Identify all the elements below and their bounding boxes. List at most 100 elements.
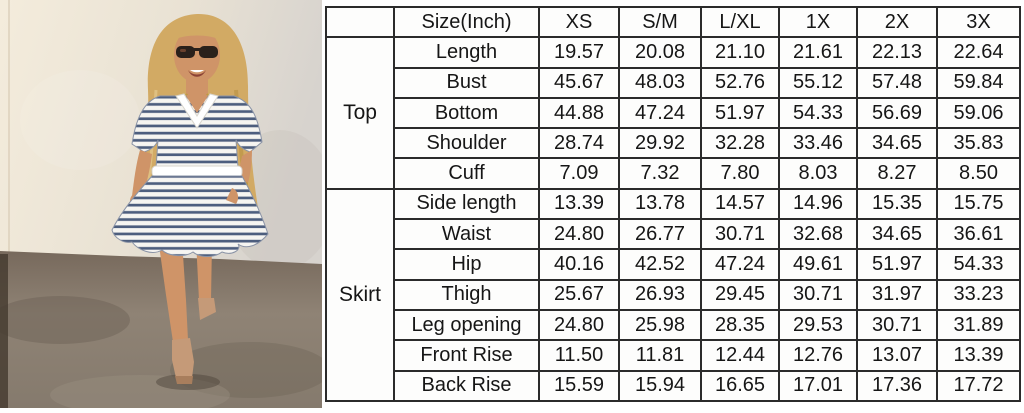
measurement-value: 33.46: [778, 127, 858, 160]
measurement-value: 49.61: [778, 248, 858, 281]
measurement-value: 7.09: [538, 157, 620, 190]
measurement-value: 15.59: [538, 369, 620, 403]
column-header: 1X: [778, 5, 858, 39]
measurement-value: 11.81: [618, 339, 702, 372]
sandal-platform: [175, 376, 193, 384]
measurement-name: Bottom: [393, 96, 540, 130]
measurement-value: 29.53: [778, 308, 858, 342]
measurement-value: 17.72: [936, 369, 1021, 403]
measurement-value: 21.10: [700, 36, 780, 69]
measurement-value: 22.13: [856, 36, 938, 69]
section-label: Skirt: [325, 187, 395, 403]
concrete-floor: [0, 251, 322, 408]
measurement-value: 56.69: [856, 96, 938, 130]
table-row: Hip 40.16 42.52 47.24 49.61 51.97 54.33: [326, 248, 1021, 281]
measurement-value: 52.76: [700, 66, 780, 99]
measurement-value: 59.84: [936, 66, 1021, 99]
measurement-value: 28.35: [700, 308, 780, 342]
measurement-value: 36.61: [936, 218, 1021, 251]
measurement-value: 14.57: [700, 187, 780, 221]
table-row: Shoulder 28.74 29.92 32.28 33.46 34.65 35.83: [326, 127, 1021, 160]
size-chart-table: Size(Inch) XS S/M L/XL 1X 2X 3X Top Length 19.57 2…: [325, 5, 1021, 403]
measurement-value: 24.80: [538, 308, 620, 342]
neck: [186, 78, 208, 98]
measurement-value: 8.50: [936, 157, 1021, 190]
section-label: Top: [325, 36, 395, 190]
measurement-value: 32.28: [700, 127, 780, 160]
floor-mottling: [0, 296, 130, 344]
column-header: S/M: [618, 5, 702, 39]
sunglasses: [176, 46, 218, 58]
measurement-value: 22.64: [936, 36, 1021, 69]
table-row: Top Length 19.57 20.08 21.10 21.61 22.13 22.64: [325, 36, 1021, 190]
size-chart: Size(Inch) XS S/M L/XL 1X 2X 3X Top Length 19.57 2…: [325, 5, 1021, 403]
measurement-value: 40.16: [538, 248, 620, 281]
measurement-value: 16.65: [700, 369, 780, 403]
measurement-value: 15.94: [618, 369, 702, 403]
measurement-value: 30.71: [856, 308, 938, 342]
measurement-value: 21.61: [778, 36, 858, 69]
measurement-value: 47.24: [618, 96, 702, 130]
measurement-value: 25.67: [538, 278, 620, 311]
column-header: 3X: [936, 5, 1021, 39]
measurement-value: 54.33: [778, 96, 858, 130]
measurement-value: 31.97: [856, 278, 938, 311]
measurement-value: 32.68: [778, 218, 858, 251]
measurement-value: 7.80: [700, 157, 780, 190]
photo-illustration: [0, 0, 335, 413]
front-sandal: [172, 338, 194, 378]
measurement-value: 15.75: [936, 187, 1021, 221]
model: [111, 13, 269, 384]
measurement-value: 51.97: [856, 248, 938, 281]
measurement-value: 48.03: [618, 66, 702, 99]
table-row: Bust 45.67 48.03 52.76 55.12 57.48 59.84: [326, 66, 1021, 99]
measurement-value: 55.12: [778, 66, 858, 99]
measurement-value: 14.96: [778, 187, 858, 221]
measurement-name: Front Rise: [393, 339, 540, 372]
hair-top: [174, 16, 220, 40]
measurement-name: Waist: [393, 218, 540, 251]
measurement-value: 42.52: [618, 248, 702, 281]
waistband: [151, 165, 243, 178]
measurement-value: 25.98: [618, 308, 702, 342]
measurement-value: 31.89: [936, 308, 1021, 342]
table-row: Bottom 44.88 47.24 51.97 54.33 56.69 59.06: [326, 96, 1021, 130]
table-row: Leg opening 24.80 25.98 28.35 29.53 30.71 31.8…: [326, 308, 1021, 342]
measurement-value: 13.78: [618, 187, 702, 221]
measurement-value: 44.88: [538, 96, 620, 130]
measurement-value: 17.36: [856, 369, 938, 403]
front-leg: [158, 238, 188, 342]
measurement-value: 28.74: [538, 127, 620, 160]
measurement-value: 15.35: [856, 187, 938, 221]
v-neck-collar: [175, 93, 219, 129]
measurement-value: 35.83: [936, 127, 1021, 160]
teeth: [190, 70, 204, 73]
measurement-value: 13.07: [856, 339, 938, 372]
measurement-name: Side length: [393, 187, 540, 221]
measurement-name: Back Rise: [393, 369, 540, 403]
measurement-value: 13.39: [538, 187, 620, 221]
rear-sandal: [198, 298, 216, 320]
wall-texture: [20, 70, 140, 170]
column-header: L/XL: [700, 5, 780, 39]
table-row: Back Rise 15.59 15.94 16.65 17.01 17.36 17.72: [326, 369, 1021, 403]
size-chart-body: Size(Inch) XS S/M L/XL 1X 2X 3X Top Length 19.57 2…: [325, 5, 1021, 403]
measurement-value: 30.71: [778, 278, 858, 311]
measurement-value: 8.27: [856, 157, 938, 190]
measurement-value: 26.77: [618, 218, 702, 251]
measurement-value: 47.24: [700, 248, 780, 281]
hand-in-pocket: [226, 188, 239, 204]
measurement-value: 20.08: [618, 36, 702, 69]
measurement-value: 29.92: [618, 127, 702, 160]
measurement-value: 17.01: [778, 369, 858, 403]
left-arm: [132, 150, 152, 198]
measurement-name: Hip: [393, 248, 540, 281]
product-photo: [0, 0, 335, 413]
measurement-name: Cuff: [393, 157, 540, 190]
measurement-value: 12.76: [778, 339, 858, 372]
measurement-name: Bust: [393, 66, 540, 99]
measurement-value: 57.48: [856, 66, 938, 99]
face: [174, 27, 220, 83]
measurement-value: 24.80: [538, 218, 620, 251]
table-row: Thigh 25.67 26.93 29.45 30.71 31.97 33.23: [326, 278, 1021, 311]
